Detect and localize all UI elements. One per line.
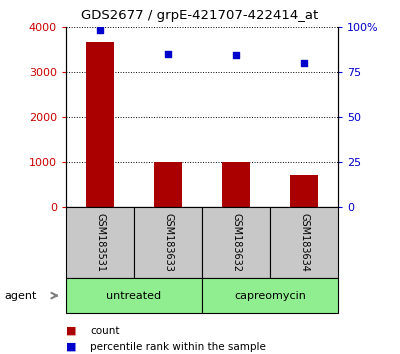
Bar xyxy=(202,207,270,278)
Text: GDS2677 / grpE-421707-422414_at: GDS2677 / grpE-421707-422414_at xyxy=(81,9,319,22)
Text: ■: ■ xyxy=(66,326,76,336)
Text: untreated: untreated xyxy=(106,291,162,301)
Text: capreomycin: capreomycin xyxy=(234,291,306,301)
Text: GSM183632: GSM183632 xyxy=(231,213,241,272)
Point xyxy=(97,27,103,33)
Point xyxy=(165,51,171,56)
Text: percentile rank within the sample: percentile rank within the sample xyxy=(90,342,266,352)
Text: GSM183633: GSM183633 xyxy=(163,213,173,272)
Text: agent: agent xyxy=(4,291,36,301)
Bar xyxy=(202,278,338,313)
Bar xyxy=(86,42,114,207)
Text: GSM183531: GSM183531 xyxy=(95,213,105,272)
Text: count: count xyxy=(90,326,120,336)
Point xyxy=(301,60,307,65)
Bar xyxy=(66,278,202,313)
Bar xyxy=(66,207,134,278)
Bar xyxy=(134,207,202,278)
Point xyxy=(233,53,239,58)
Bar xyxy=(222,162,250,207)
Bar xyxy=(270,207,338,278)
Bar xyxy=(290,176,318,207)
Bar xyxy=(154,162,182,207)
Text: ■: ■ xyxy=(66,342,76,352)
Text: GSM183634: GSM183634 xyxy=(299,213,309,272)
